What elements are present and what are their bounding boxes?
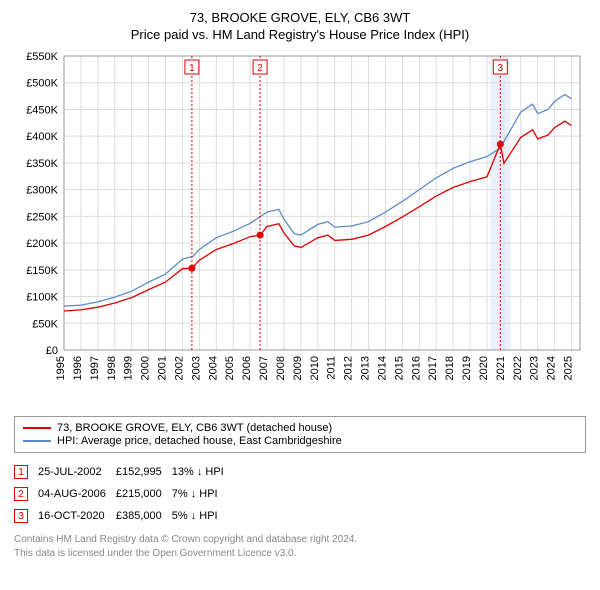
svg-text:2022: 2022 — [512, 356, 524, 380]
svg-text:1995: 1995 — [55, 356, 67, 380]
svg-text:£250K: £250K — [26, 211, 58, 223]
transaction-marker-icon: 2 — [14, 487, 28, 501]
svg-text:2015: 2015 — [393, 356, 405, 380]
svg-text:£500K: £500K — [26, 78, 58, 90]
svg-text:£50K: £50K — [32, 318, 58, 330]
svg-text:2019: 2019 — [461, 356, 473, 380]
svg-text:1997: 1997 — [89, 356, 101, 380]
svg-text:2: 2 — [257, 63, 263, 74]
legend-swatch — [23, 427, 51, 429]
svg-text:2007: 2007 — [258, 356, 270, 380]
transaction-date: 16-OCT-2020 — [38, 505, 116, 527]
legend-swatch — [23, 440, 51, 442]
transaction-diff: 5% ↓ HPI — [172, 505, 234, 527]
svg-text:£550K: £550K — [26, 51, 58, 63]
svg-text:£150K: £150K — [26, 265, 58, 277]
transaction-row: 2 04-AUG-2006£215,0007% ↓ HPI — [14, 483, 234, 505]
svg-text:2024: 2024 — [546, 356, 558, 380]
svg-text:£100K: £100K — [26, 292, 58, 304]
svg-text:2001: 2001 — [157, 356, 169, 380]
transaction-price: £215,000 — [116, 483, 172, 505]
legend-box: 73, BROOKE GROVE, ELY, CB6 3WT (detached… — [14, 416, 586, 453]
transaction-marker-icon: 1 — [14, 465, 28, 479]
svg-text:2017: 2017 — [427, 356, 439, 380]
svg-text:£350K: £350K — [26, 158, 58, 170]
svg-text:1998: 1998 — [106, 356, 118, 380]
price-chart: £0 £50K £100K £150K £200K £250K £300K £350K £400… — [14, 50, 586, 410]
footer-line: This data is licensed under the Open Gov… — [14, 547, 586, 561]
chart-title-address: 73, BROOKE GROVE, ELY, CB6 3WT — [14, 10, 586, 25]
svg-text:2010: 2010 — [309, 356, 321, 380]
svg-text:2008: 2008 — [275, 356, 287, 380]
chart-title-subtitle: Price paid vs. HM Land Registry's House … — [14, 27, 586, 42]
transactions-table: 1 25-JUL-2002£152,99513% ↓ HPI 2 04-AUG-200… — [14, 461, 234, 527]
svg-text:£400K: £400K — [26, 131, 58, 143]
chart-header: 73, BROOKE GROVE, ELY, CB6 3WT Price pai… — [14, 10, 586, 42]
svg-text:2016: 2016 — [410, 356, 422, 380]
legend-label: HPI: Average price, detached house, East… — [57, 435, 342, 447]
transaction-row: 3 16-OCT-2020£385,0005% ↓ HPI — [14, 505, 234, 527]
transaction-diff: 7% ↓ HPI — [172, 483, 234, 505]
svg-text:1999: 1999 — [123, 356, 135, 380]
svg-text:2004: 2004 — [207, 356, 219, 380]
svg-text:1: 1 — [189, 63, 195, 74]
transaction-row: 1 25-JUL-2002£152,99513% ↓ HPI — [14, 461, 234, 483]
legend-item: 73, BROOKE GROVE, ELY, CB6 3WT (detached… — [23, 422, 577, 434]
svg-text:2020: 2020 — [478, 356, 490, 380]
svg-text:2021: 2021 — [495, 356, 507, 380]
svg-text:2002: 2002 — [173, 356, 185, 380]
svg-text:2012: 2012 — [343, 356, 355, 380]
legend-item: HPI: Average price, detached house, East… — [23, 435, 577, 447]
transaction-price: £152,995 — [116, 461, 172, 483]
svg-text:2025: 2025 — [563, 356, 575, 380]
svg-text:£450K: £450K — [26, 104, 58, 116]
svg-text:3: 3 — [498, 63, 504, 74]
svg-text:£200K: £200K — [26, 238, 58, 250]
footer-line: Contains HM Land Registry data © Crown c… — [14, 533, 586, 547]
transaction-marker-icon: 3 — [14, 509, 28, 523]
transaction-diff: 13% ↓ HPI — [172, 461, 234, 483]
transaction-price: £385,000 — [116, 505, 172, 527]
svg-text:2006: 2006 — [241, 356, 253, 380]
svg-text:£0: £0 — [46, 345, 58, 357]
svg-text:2003: 2003 — [190, 356, 202, 380]
transaction-date: 25-JUL-2002 — [38, 461, 116, 483]
svg-text:2009: 2009 — [292, 356, 304, 380]
legend-label: 73, BROOKE GROVE, ELY, CB6 3WT (detached… — [57, 422, 332, 434]
footer-attribution: Contains HM Land Registry data © Crown c… — [14, 533, 586, 560]
svg-text:2011: 2011 — [326, 356, 338, 380]
svg-text:2005: 2005 — [224, 356, 236, 380]
transaction-date: 04-AUG-2006 — [38, 483, 116, 505]
chart-svg: £0 £50K £100K £150K £200K £250K £300K £350K £400… — [14, 50, 586, 410]
svg-text:2013: 2013 — [360, 356, 372, 380]
svg-text:2018: 2018 — [444, 356, 456, 380]
svg-text:2014: 2014 — [376, 356, 388, 380]
svg-text:2023: 2023 — [529, 356, 541, 380]
svg-text:£300K: £300K — [26, 185, 58, 197]
svg-text:1996: 1996 — [72, 356, 84, 380]
svg-text:2000: 2000 — [140, 356, 152, 380]
